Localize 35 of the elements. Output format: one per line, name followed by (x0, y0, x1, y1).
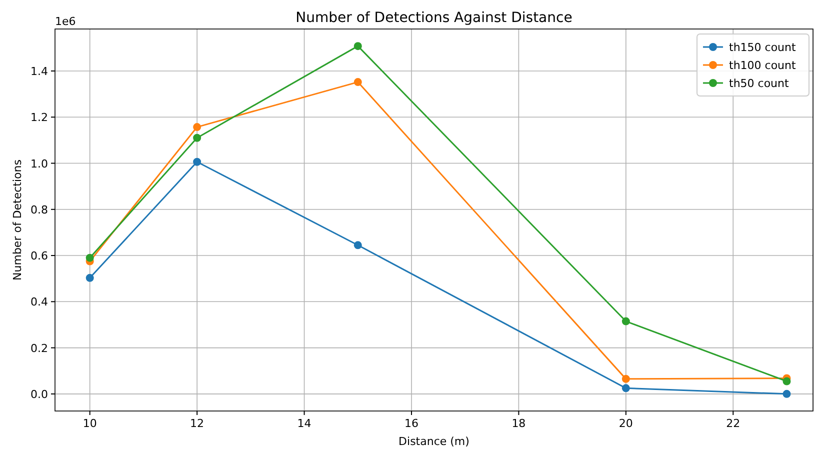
y-tick-label: 1.0 (30, 157, 48, 170)
y-tick-label: 1.2 (30, 111, 48, 124)
point (86, 274, 94, 282)
point (354, 78, 362, 86)
x-tick-label: 16 (404, 417, 418, 430)
x-tick-label: 12 (190, 417, 204, 430)
chart-title: Number of Detections Against Distance (296, 10, 572, 26)
x-axis-title: Distance (m) (398, 435, 470, 448)
point (193, 134, 202, 142)
y-tick-label: 0.4 (30, 296, 48, 309)
point (86, 254, 94, 262)
point (193, 158, 202, 166)
y-tick-label: 1.4 (30, 64, 48, 78)
point (622, 317, 630, 326)
point (782, 377, 791, 386)
x-tick-label: 20 (618, 417, 633, 430)
legend-label: th150 count (729, 41, 796, 54)
point (622, 374, 630, 383)
y-tick-label: 0.8 (30, 203, 48, 216)
text: 1e6 (55, 15, 76, 28)
y-axis-title: Number of Detections (11, 159, 24, 280)
x-tick-label: 14 (297, 417, 312, 430)
point (782, 390, 791, 398)
x-tick-label: 10 (82, 417, 97, 430)
point (193, 123, 202, 132)
x-tick-label: 22 (726, 417, 740, 430)
legend-label: th50 count (729, 77, 790, 90)
y-tick-label: 0.0 (30, 388, 48, 401)
y-tick-label: 0.2 (30, 342, 48, 355)
point (354, 42, 362, 50)
point (622, 384, 630, 392)
point (354, 241, 362, 250)
x-tick-label: 18 (512, 417, 526, 430)
legend-label: th100 count (729, 59, 796, 72)
y-tick-label: 0.6 (30, 250, 48, 263)
